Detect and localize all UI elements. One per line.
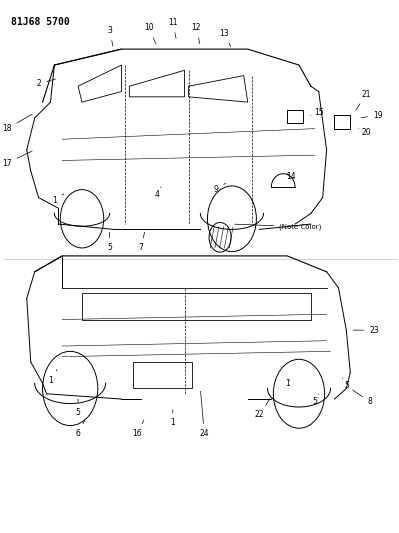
Text: 14: 14 bbox=[286, 172, 296, 181]
Text: 17: 17 bbox=[2, 151, 32, 167]
Text: 6: 6 bbox=[76, 420, 85, 438]
Text: 9: 9 bbox=[214, 183, 226, 194]
Text: 11: 11 bbox=[168, 18, 178, 38]
Text: 18: 18 bbox=[2, 114, 32, 133]
Text: 20: 20 bbox=[358, 128, 371, 138]
Text: 15: 15 bbox=[311, 108, 324, 117]
Text: 4: 4 bbox=[154, 187, 161, 199]
Text: 5: 5 bbox=[312, 394, 319, 406]
Text: 12: 12 bbox=[192, 23, 201, 44]
Text: (Note Color): (Note Color) bbox=[235, 223, 322, 230]
Text: 23: 23 bbox=[353, 326, 379, 335]
Text: 2: 2 bbox=[36, 79, 55, 88]
Text: 7: 7 bbox=[139, 232, 144, 253]
Text: 22: 22 bbox=[255, 399, 270, 419]
Text: 1: 1 bbox=[48, 369, 57, 385]
Text: 13: 13 bbox=[219, 29, 231, 46]
Text: 10: 10 bbox=[144, 23, 156, 44]
Text: 24: 24 bbox=[200, 391, 209, 438]
Text: 5: 5 bbox=[107, 232, 112, 253]
Text: 5: 5 bbox=[342, 378, 349, 390]
Text: 81J68 5700: 81J68 5700 bbox=[11, 17, 70, 27]
Text: 21: 21 bbox=[356, 90, 371, 110]
Text: 19: 19 bbox=[361, 111, 383, 120]
Text: 3: 3 bbox=[107, 26, 113, 46]
Text: 1: 1 bbox=[285, 378, 290, 387]
Text: 1: 1 bbox=[170, 410, 175, 427]
Text: 16: 16 bbox=[132, 420, 144, 438]
Text: 1: 1 bbox=[52, 194, 64, 205]
Text: 8: 8 bbox=[353, 390, 372, 406]
Text: 5: 5 bbox=[76, 399, 81, 417]
